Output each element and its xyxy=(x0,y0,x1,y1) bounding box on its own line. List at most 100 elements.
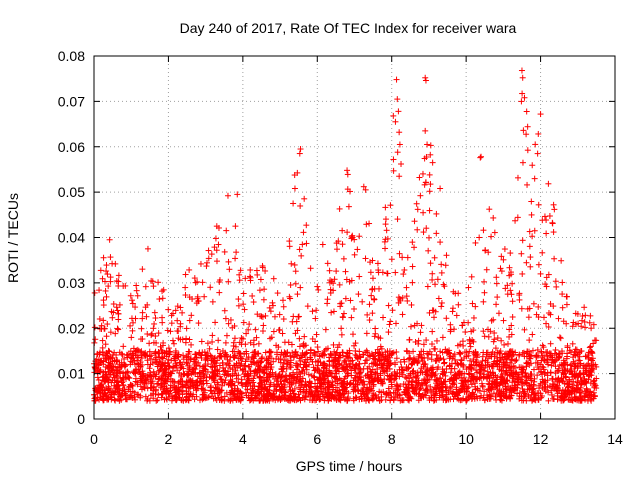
data-point xyxy=(543,320,550,327)
data-point xyxy=(103,268,110,275)
data-point xyxy=(429,328,436,335)
data-point xyxy=(270,275,277,282)
data-point xyxy=(435,295,442,302)
data-point xyxy=(276,326,283,333)
data-point xyxy=(516,389,523,396)
data-point xyxy=(356,273,363,280)
data-point xyxy=(498,268,505,275)
data-point xyxy=(406,336,413,343)
data-point xyxy=(287,281,294,288)
data-point xyxy=(550,201,557,208)
x-tick-label: 2 xyxy=(165,431,173,447)
data-point xyxy=(199,279,206,286)
data-point xyxy=(431,314,438,321)
data-point xyxy=(209,332,216,339)
data-point xyxy=(526,228,533,235)
data-point xyxy=(369,275,376,282)
data-point xyxy=(401,266,408,273)
data-point xyxy=(447,369,454,376)
x-tick-label: 10 xyxy=(458,431,474,447)
data-point xyxy=(392,320,399,327)
data-point xyxy=(394,216,401,223)
data-point xyxy=(242,389,249,396)
data-point xyxy=(120,343,127,350)
data-point xyxy=(420,229,427,236)
data-point xyxy=(144,385,151,392)
data-point xyxy=(525,314,532,321)
data-point xyxy=(581,304,588,311)
data-point xyxy=(337,303,344,310)
data-point xyxy=(256,287,263,294)
data-point xyxy=(555,315,562,322)
data-point xyxy=(341,357,348,364)
data-point xyxy=(528,211,535,218)
x-axis-label: GPS time / hours xyxy=(296,458,403,474)
data-point xyxy=(139,266,146,273)
data-point xyxy=(492,345,499,352)
data-point xyxy=(252,326,259,333)
data-point xyxy=(508,291,515,298)
data-point xyxy=(205,247,212,254)
data-point xyxy=(495,310,502,317)
data-point xyxy=(437,239,444,246)
data-point xyxy=(527,254,534,261)
data-point xyxy=(478,153,485,160)
data-point xyxy=(388,256,395,263)
data-point xyxy=(368,292,375,299)
data-point xyxy=(376,285,383,292)
data-point xyxy=(234,191,241,198)
data-point xyxy=(356,348,363,355)
data-point xyxy=(406,355,413,362)
data-point xyxy=(455,301,462,308)
data-point xyxy=(344,167,351,174)
data-point xyxy=(385,302,392,309)
data-point xyxy=(150,325,157,332)
data-point xyxy=(535,261,542,268)
y-axis-label: ROTI / TECUs xyxy=(5,193,21,283)
data-point xyxy=(477,154,484,161)
data-point xyxy=(103,293,110,300)
data-point xyxy=(112,260,119,267)
data-point xyxy=(409,263,416,270)
data-point xyxy=(362,255,369,262)
data-point xyxy=(280,316,287,323)
data-point xyxy=(340,255,347,262)
data-point xyxy=(314,344,321,351)
y-tick-label: 0.02 xyxy=(58,320,85,336)
data-point xyxy=(534,150,541,157)
data-point xyxy=(270,358,277,365)
data-point xyxy=(307,346,314,353)
y-tick-label: 0.06 xyxy=(58,139,85,155)
data-point xyxy=(455,290,462,297)
data-point xyxy=(235,296,242,303)
data-point xyxy=(462,328,469,335)
data-point xyxy=(518,67,525,74)
data-point xyxy=(237,267,244,274)
data-point xyxy=(539,249,546,256)
data-point xyxy=(215,337,222,344)
data-point xyxy=(433,210,440,217)
data-point xyxy=(247,266,254,273)
data-point xyxy=(292,268,299,275)
data-point xyxy=(532,141,539,148)
data-point xyxy=(352,347,359,354)
data-point xyxy=(130,319,137,326)
data-point xyxy=(297,202,304,209)
data-point xyxy=(152,315,159,322)
data-point xyxy=(188,341,195,348)
data-point xyxy=(169,337,176,344)
data-point xyxy=(551,255,558,262)
data-point xyxy=(394,96,401,103)
data-point xyxy=(195,320,202,327)
data-point xyxy=(352,340,359,347)
data-point xyxy=(563,301,570,308)
data-point xyxy=(148,332,155,339)
data-point xyxy=(384,270,391,277)
data-point xyxy=(313,307,320,314)
data-point xyxy=(582,324,589,331)
data-point xyxy=(110,300,117,307)
data-point xyxy=(207,284,214,291)
data-point xyxy=(151,309,158,316)
data-point xyxy=(519,237,526,244)
data-point xyxy=(159,288,166,295)
